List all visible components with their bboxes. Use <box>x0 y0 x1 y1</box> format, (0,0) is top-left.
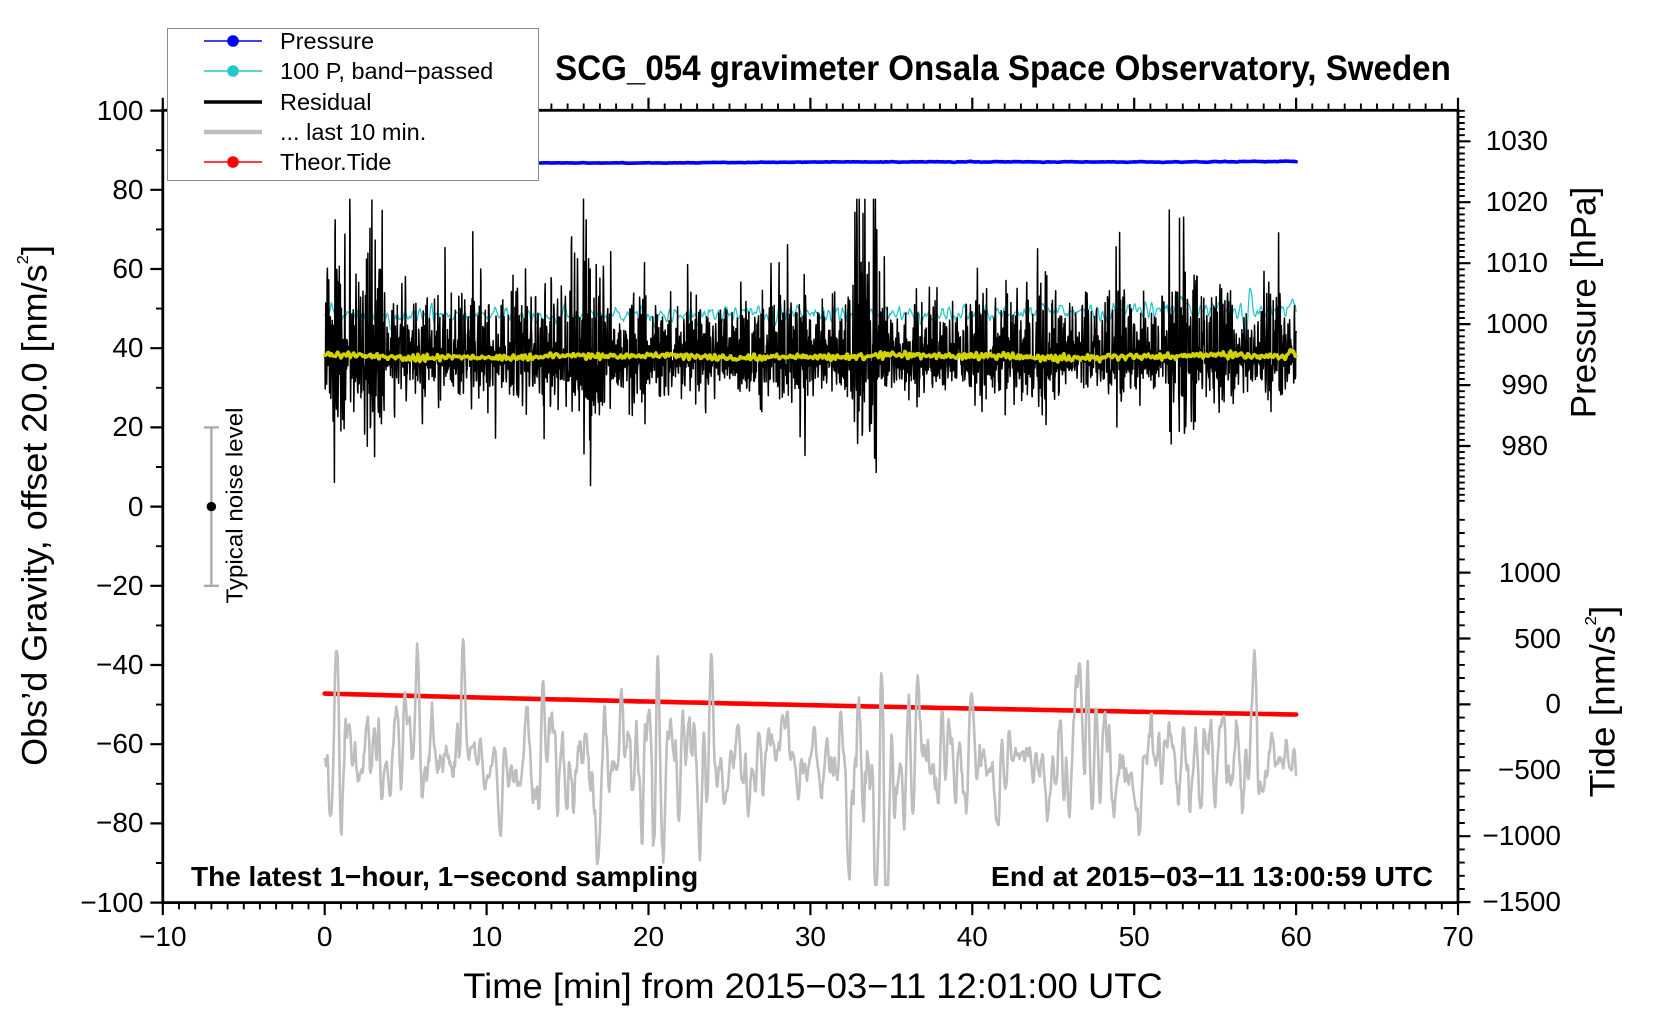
legend-item-pressure: Pressure <box>168 26 538 56</box>
legend: Pressure 100 P, band−passed Residual ...… <box>167 28 539 181</box>
pressure-tick-label-1000: 1000 <box>1485 308 1548 340</box>
series-path--last-10-min- <box>323 638 1298 887</box>
legend-sample-dot <box>227 156 239 168</box>
series-path-residual <box>323 198 1297 487</box>
legend-label: Residual <box>280 88 372 115</box>
x-tick-label-20: 20 <box>632 921 665 952</box>
gravity-tick-label-−20: −20 <box>96 569 144 601</box>
gravity-tick-label-40: 40 <box>112 332 144 364</box>
gravity-tick-label-100: 100 <box>96 94 144 126</box>
x-tick-label-50: 50 <box>1118 921 1150 952</box>
x-tick-label-70: 70 <box>1442 921 1474 952</box>
x-axis-label: Time [min] from 2015−03−11 12:01:00 UTC <box>463 967 1163 1006</box>
legend-sample-dot <box>227 35 239 47</box>
tide-axis-major-ticks <box>1458 571 1471 904</box>
series-path-theor-tide <box>322 691 1299 717</box>
x-tick-label-30: 30 <box>794 921 826 952</box>
pressure-tick-label-980: 980 <box>1501 430 1548 461</box>
x-axis-major-ticks <box>161 97 1460 916</box>
legend-sample-dot <box>227 65 239 78</box>
legend-label: ... last 10 min. <box>280 118 427 145</box>
annotation-end-time-text: End at 2015−03−11 13:00:59 UTC <box>990 861 1433 892</box>
series-path-100-p-band-passed <box>324 287 1297 343</box>
residual-line-icon <box>204 99 262 104</box>
pressure-tick-label-1030: 1030 <box>1485 125 1548 157</box>
y-axis-label-pressure: Pressure [hPa] <box>1564 186 1604 418</box>
chart-title: SCG_054 gravimeter Onsala Space Observat… <box>555 49 1451 88</box>
legend-label: Theor.Tide <box>280 149 392 176</box>
tide-tick-label-−1000: −1000 <box>1482 820 1561 852</box>
x-tick-label-60: 60 <box>1280 921 1312 952</box>
tide-tick-label-0: 0 <box>1545 688 1561 720</box>
legend-label: Pressure <box>280 28 375 54</box>
tide-tick-label-−1500: −1500 <box>1482 886 1561 918</box>
pressure-tick-label-1020: 1020 <box>1485 186 1548 218</box>
theor-tide-line-dot-icon <box>204 156 262 168</box>
tide-axis-minor-ticks <box>1458 518 1465 890</box>
tide-tick-label-500: 500 <box>1514 622 1561 654</box>
x-tick-label-−10: −10 <box>139 921 187 952</box>
legend-item-band-passed: 100 P, band−passed <box>168 56 538 86</box>
tide-tick-label-−500: −500 <box>1497 754 1561 786</box>
gravity-tick-label-0: 0 <box>127 490 144 522</box>
gravity-tick-label-60: 60 <box>112 253 144 284</box>
pressure-tick-label-1010: 1010 <box>1485 247 1548 279</box>
noise-marker-dot <box>206 501 217 512</box>
legend-label: 100 P, band−passed <box>280 58 494 85</box>
superscript-2: 2 <box>1582 616 1600 626</box>
gravity-tick-label-−80: −80 <box>96 807 144 839</box>
pressure-axis-major-ticks <box>1458 140 1471 448</box>
noise-marker-label: Typical noise level <box>221 407 248 604</box>
gravity-tick-label-−40: −40 <box>96 649 144 680</box>
x-axis-minor-ticks <box>178 103 1443 910</box>
pressure-line-dot-icon <box>204 35 262 47</box>
x-tick-label-40: 40 <box>956 921 988 952</box>
series-path-residual-smoothed <box>323 348 1298 364</box>
last-10-min-line-icon <box>204 129 262 135</box>
y-axis-label-tide: Tide [nm/s2] <box>1582 605 1623 798</box>
gravity-axis-minor-ticks <box>156 149 163 864</box>
legend-item-last-10-min: ... last 10 min. <box>168 117 538 147</box>
pressure-tick-label-990: 990 <box>1501 369 1548 401</box>
gravity-tick-label-80: 80 <box>112 173 144 205</box>
legend-item-residual: Residual <box>168 87 538 117</box>
x-tick-label-0: 0 <box>316 921 333 952</box>
annotation-sampling-text: The latest 1−hour, 1−second sampling <box>191 861 699 892</box>
tide-tick-label-1000: 1000 <box>1498 556 1561 588</box>
pressure-axis-minor-ticks <box>1458 109 1465 502</box>
x-tick-label-10: 10 <box>471 921 503 952</box>
gravity-tick-label-−60: −60 <box>96 728 144 760</box>
band-passed-line-dot-icon <box>204 65 262 78</box>
legend-item-theor-tide: Theor.Tide <box>168 147 538 177</box>
gravity-tick-label-20: 20 <box>112 411 144 443</box>
gravity-tick-label-−100: −100 <box>80 886 144 918</box>
gravity-axis-major-ticks <box>150 109 163 904</box>
